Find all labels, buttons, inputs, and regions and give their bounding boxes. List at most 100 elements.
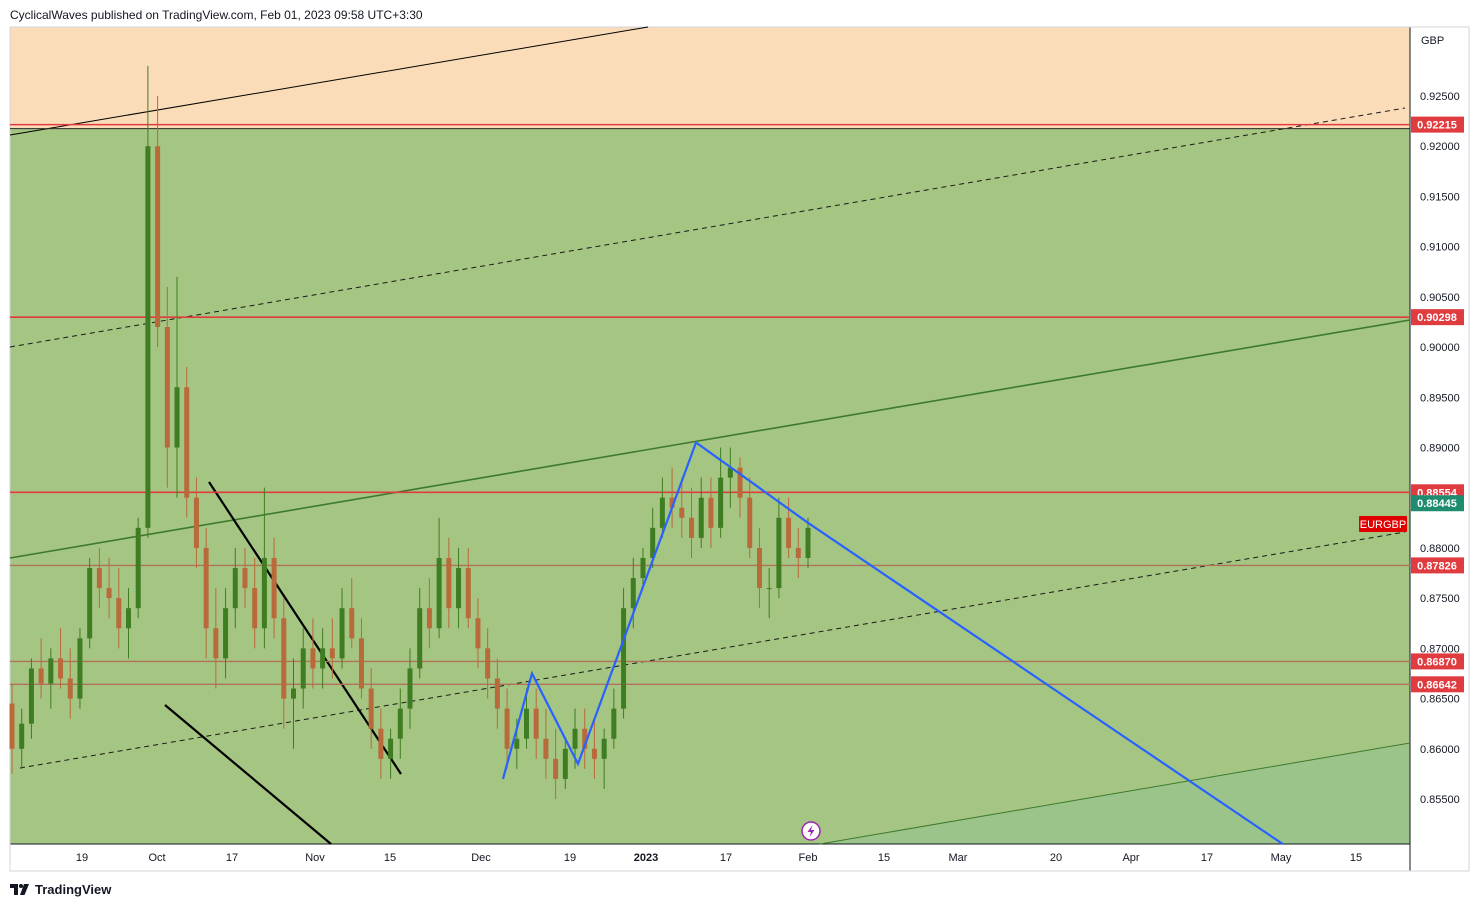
- candle-body: [523, 708, 529, 739]
- time-tick-label: May: [1271, 852, 1292, 864]
- time-tick-label: 2023: [634, 852, 658, 864]
- candle-body: [698, 497, 704, 538]
- candle-body: [591, 748, 597, 759]
- candle-body: [145, 146, 151, 528]
- candle-body: [407, 668, 413, 709]
- candle-body: [329, 648, 335, 659]
- price-tick-label: 0.91500: [1420, 191, 1460, 203]
- candle-body: [203, 547, 209, 629]
- price-tick-label: 0.92500: [1420, 91, 1460, 103]
- price-level-tag-bg: [1411, 653, 1464, 670]
- candle-body: [349, 608, 355, 639]
- candle-body: [48, 658, 54, 684]
- candle-body: [737, 467, 743, 498]
- price-level-tag: 0.86870: [1417, 656, 1457, 668]
- candle-body: [485, 648, 491, 679]
- candle-body: [164, 326, 170, 448]
- footer: TradingView: [10, 880, 111, 898]
- price-level-tag-bg: [1411, 116, 1464, 133]
- candle-body: [193, 497, 199, 548]
- price-tick-label: 0.91000: [1420, 242, 1460, 254]
- candle-body: [659, 497, 665, 528]
- lightning-icon[interactable]: [801, 821, 821, 841]
- price-tick-label: 0.86500: [1420, 694, 1460, 706]
- time-tick-label: 17: [720, 852, 732, 864]
- price-level-tags: 0.922150.902980.885540.878260.868700.866…: [1411, 116, 1464, 693]
- time-tick-label: 19: [564, 852, 576, 864]
- candle-body: [776, 517, 782, 589]
- price-tick-label: 0.86000: [1420, 744, 1460, 756]
- last-price-tag: 0.88445: [1417, 498, 1457, 510]
- candle-body: [320, 648, 326, 669]
- candle-body: [630, 578, 636, 609]
- candle-body: [494, 678, 500, 709]
- time-tick-label: 15: [1350, 852, 1362, 864]
- time-tick-label: 15: [384, 852, 396, 864]
- candle-body: [456, 568, 462, 609]
- candle-body: [388, 738, 394, 759]
- footer-brand: TradingView: [35, 881, 112, 897]
- time-tick-label: 17: [226, 852, 238, 864]
- candle-body: [223, 608, 229, 659]
- symbol-tag[interactable]: EURGBP: [1359, 516, 1407, 532]
- candle-body: [747, 497, 753, 548]
- time-tick-label: Apr: [1122, 852, 1139, 864]
- candle-body: [310, 648, 316, 669]
- price-levels: [10, 123, 1410, 686]
- tradingview-logo-icon: [10, 884, 29, 895]
- candle-body: [77, 638, 83, 699]
- blue-wave-projection[interactable]: [501, 440, 1284, 846]
- candle-body: [718, 477, 724, 528]
- candle-body: [436, 557, 442, 629]
- candle-body: [805, 527, 811, 558]
- time-tick-label: Feb: [799, 852, 818, 864]
- candle-body: [786, 517, 792, 548]
- candle-body: [679, 507, 685, 518]
- candle-body: [533, 708, 539, 739]
- candle-body: [261, 557, 267, 629]
- channel-zone: [10, 129, 1410, 844]
- candle-body: [601, 738, 607, 759]
- candle-body: [582, 728, 588, 749]
- lower-dashed-channel-line: [19, 531, 1406, 769]
- candle-body: [106, 588, 112, 599]
- time-axis-ticks[interactable]: 19 Oct 17 Nov 15 Dec 19 2023 17 Feb 15 Mar 20 Apr 17 Ma…: [76, 852, 1362, 864]
- candle-body: [67, 678, 73, 699]
- candle-body: [28, 668, 34, 724]
- candle-body: [689, 517, 695, 538]
- price-level-tag: 0.87826: [1417, 560, 1457, 572]
- background-zones: [10, 27, 1410, 844]
- upper-dashed-channel-line: [9, 107, 1406, 348]
- last-price-tag-bg: [1411, 495, 1464, 512]
- price-tick-label: 0.87000: [1420, 643, 1460, 655]
- candle-body: [572, 728, 578, 749]
- candle-body: [611, 708, 617, 739]
- wedge-lower-line: [164, 704, 332, 845]
- upper-black-trendline: [9, 26, 649, 136]
- candle-body: [669, 497, 675, 508]
- candle-body: [640, 557, 646, 579]
- chart-outer-border: [9, 26, 1470, 872]
- candle-body: [96, 568, 102, 589]
- candle-body: [232, 568, 238, 609]
- candle-body: [465, 568, 471, 619]
- candle-body: [339, 608, 345, 659]
- currency-label: GBP: [1421, 35, 1444, 47]
- price-tick-label: 0.85500: [1420, 794, 1460, 806]
- price-axis-ticks: 0.92500 0.92000 0.91500 0.91000 0.90500 0.900…: [1420, 91, 1460, 806]
- symbol-tag-label: EURGBP: [1360, 519, 1406, 531]
- candle-body: [135, 527, 141, 609]
- candle-body: [562, 748, 568, 779]
- time-tick-label: 20: [1050, 852, 1062, 864]
- candle-body: [417, 608, 423, 669]
- candle-body: [553, 758, 559, 779]
- candle-body: [242, 568, 248, 589]
- price-tick-label: 0.87500: [1420, 593, 1460, 605]
- price-tick-label: 0.92000: [1420, 141, 1460, 153]
- price-axis[interactable]: GBP 0.925000.920000.915000.910000.905000…: [1411, 35, 1464, 806]
- candle-body: [58, 658, 64, 679]
- bottom-channel-line: [819, 742, 1411, 845]
- candle-body: [358, 638, 364, 689]
- candle-body: [504, 708, 510, 749]
